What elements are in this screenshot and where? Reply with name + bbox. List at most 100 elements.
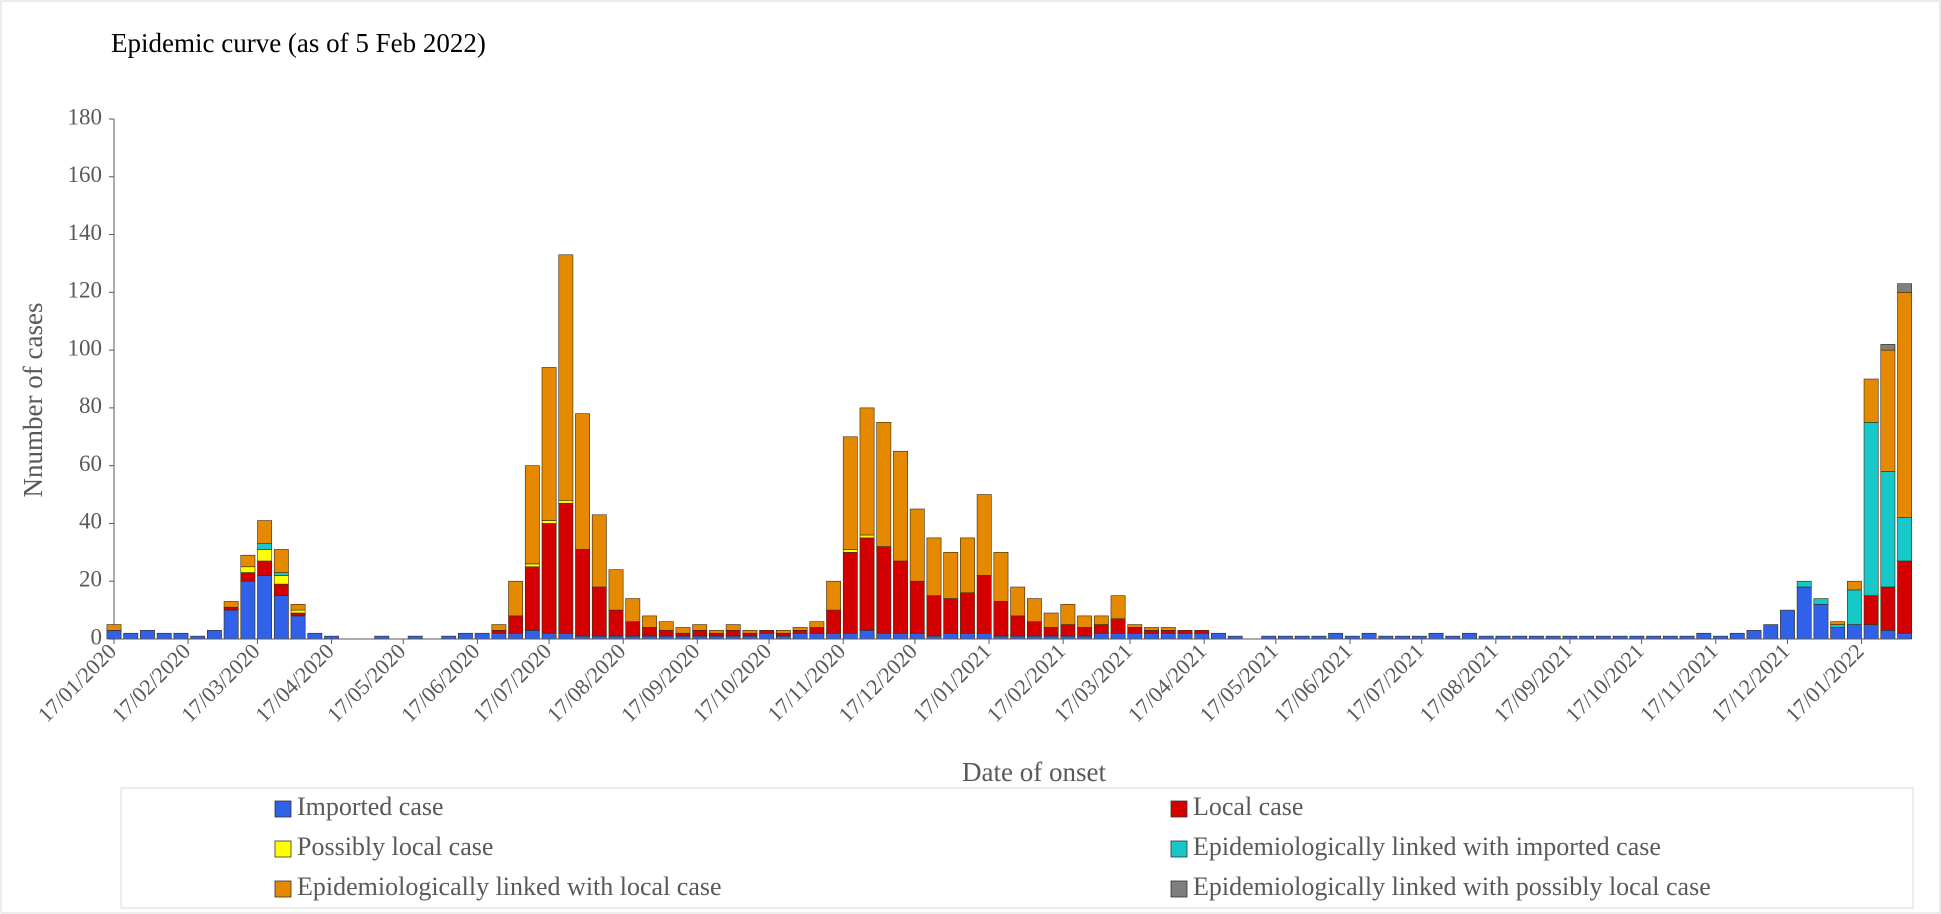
bar-segment — [608, 609, 624, 637]
bar-segment — [575, 413, 590, 550]
bar-segment — [1060, 604, 1076, 625]
bar-segment — [960, 592, 975, 634]
legend-label: Epidemiologically linked with possibly l… — [1193, 872, 1711, 901]
y-axis-label: Nnumber of cases — [18, 303, 48, 498]
bar-segment — [1897, 632, 1913, 640]
y-tick-label: 100 — [68, 335, 103, 360]
bar-segment — [156, 632, 172, 640]
bar-segment — [508, 615, 524, 634]
bar-segment — [257, 560, 273, 576]
legend-swatch — [274, 800, 292, 818]
bar-segment — [993, 552, 1009, 602]
bar-segment — [826, 580, 842, 611]
bar-segment — [1160, 627, 1176, 631]
bar-segment — [926, 537, 942, 596]
bar-segment — [725, 624, 741, 631]
bar-segment — [792, 632, 808, 640]
bar-segment — [1093, 624, 1109, 634]
bar-segment — [642, 627, 657, 637]
bar-segment — [943, 552, 959, 599]
bar-segment — [257, 575, 273, 640]
bar-segment — [1830, 624, 1846, 628]
bar-segment — [943, 632, 959, 640]
bar-segment — [524, 566, 540, 631]
bar-segment — [1696, 632, 1712, 640]
bar-segment — [1160, 630, 1176, 634]
bar-segment — [1110, 632, 1126, 640]
bar-segment — [859, 537, 875, 631]
bar-segment — [842, 549, 858, 553]
bar-segment — [223, 601, 239, 608]
bar-segment — [893, 560, 908, 634]
bar-segment — [1897, 283, 1913, 293]
bar-segment — [1796, 580, 1812, 588]
bar-segment — [541, 367, 557, 521]
bar-segment — [290, 604, 306, 611]
bar-segment — [909, 580, 925, 634]
bar-segment — [541, 632, 557, 640]
bar-segment — [842, 552, 858, 634]
legend-label: Epidemiologically linked with local case — [297, 872, 722, 901]
bar-segment — [273, 583, 289, 596]
bar-segment — [1863, 624, 1879, 640]
bar-segment — [491, 632, 507, 640]
y-tick-label: 20 — [79, 567, 102, 592]
bar-segment — [960, 632, 975, 640]
bar-segment — [508, 580, 524, 617]
bar-segment — [1144, 630, 1159, 634]
bar-segment — [123, 632, 139, 640]
bar-segment — [876, 422, 892, 547]
bar-segment — [1077, 627, 1093, 637]
bar-segment — [1211, 632, 1226, 640]
bar-segment — [709, 632, 724, 637]
y-tick-label: 60 — [79, 451, 102, 476]
bar-segment — [1328, 632, 1344, 640]
bar-segment — [960, 537, 975, 594]
bar-segment — [893, 632, 908, 640]
bar-segment — [257, 549, 273, 562]
y-tick-label: 120 — [68, 278, 103, 303]
bar-segment — [240, 580, 256, 640]
bar-segment — [725, 630, 741, 637]
bar-segment — [206, 630, 222, 640]
bar-segment — [273, 572, 289, 576]
bar-segment — [658, 630, 674, 637]
bar-segment — [1010, 615, 1026, 637]
bar-segment — [1144, 627, 1159, 631]
bar-segment — [491, 624, 507, 631]
bar-segment — [809, 632, 825, 640]
bar-segment — [558, 502, 574, 634]
bar-segment — [1796, 586, 1812, 640]
bar-segment — [106, 630, 122, 640]
bar-segment — [859, 407, 875, 536]
bar-segment — [625, 598, 641, 622]
bar-segment — [1830, 627, 1846, 640]
bar-segment — [926, 595, 942, 637]
bar-segment — [1177, 630, 1193, 634]
bar-segment — [976, 575, 992, 634]
bar-segment — [1093, 615, 1109, 625]
bar-segment — [106, 624, 122, 631]
y-tick-label: 160 — [68, 162, 103, 187]
bar-segment — [876, 546, 892, 634]
y-tick-label: 0 — [91, 624, 103, 649]
bar-segment — [608, 569, 624, 611]
bar-segment — [842, 632, 858, 640]
bar-segment — [558, 632, 574, 640]
bar-segment — [240, 554, 256, 568]
bar-segment — [675, 627, 691, 634]
legend-swatch — [1170, 800, 1188, 818]
bar-segment — [859, 534, 875, 539]
bar-segment — [993, 601, 1009, 637]
bar-segment — [1127, 627, 1143, 634]
bar-segment — [541, 523, 557, 634]
y-tick-label: 140 — [68, 220, 103, 245]
bar-segment — [558, 500, 574, 504]
bar-segment — [976, 494, 992, 576]
bar-segment — [792, 630, 808, 634]
bar-segment — [273, 549, 289, 573]
bar-segment — [976, 632, 992, 640]
bar-segment — [1863, 595, 1879, 625]
bar-segment — [1177, 632, 1193, 640]
bar-segment — [591, 514, 607, 588]
